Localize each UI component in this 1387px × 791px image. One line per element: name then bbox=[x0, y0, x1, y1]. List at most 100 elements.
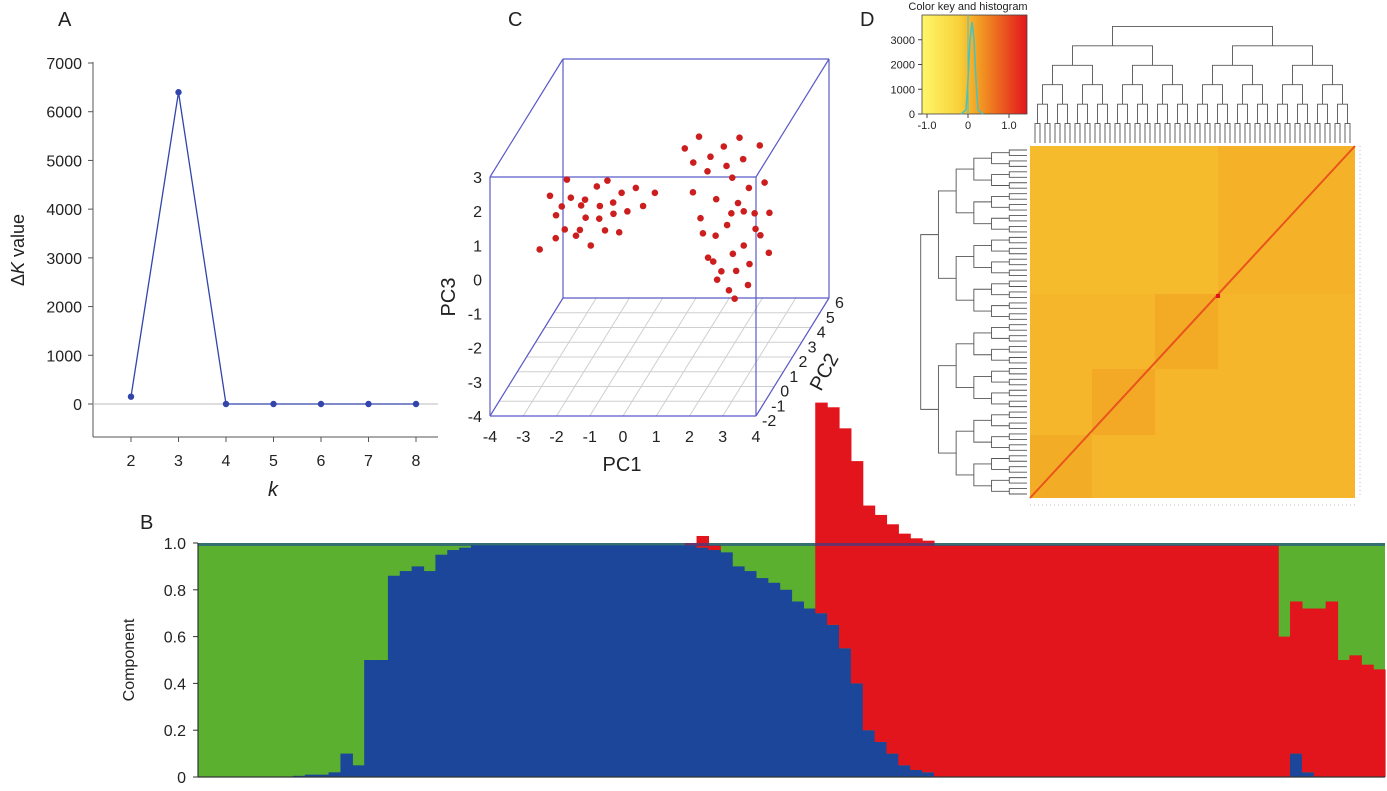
panel-a-x-label: k bbox=[268, 479, 279, 501]
bar-red bbox=[957, 545, 971, 777]
dendro-branch bbox=[1008, 367, 1027, 375]
dendro-branch bbox=[991, 239, 1010, 252]
bar-red bbox=[1005, 545, 1018, 777]
row-dendrogram bbox=[920, 149, 1027, 495]
bar-red bbox=[1183, 545, 1196, 777]
data-point bbox=[723, 162, 730, 170]
x-tick-label: 4 bbox=[222, 453, 231, 470]
data-point bbox=[713, 276, 721, 283]
data-point bbox=[720, 143, 728, 150]
y-tick-label: 6000 bbox=[46, 105, 82, 122]
dendro-branch bbox=[1202, 84, 1223, 105]
dendro-branch bbox=[1157, 103, 1168, 124]
bar-red bbox=[993, 545, 1006, 777]
data-point bbox=[270, 400, 277, 408]
dendro-branch bbox=[1054, 123, 1061, 143]
bar-blue bbox=[471, 545, 484, 777]
bar-blue bbox=[827, 624, 840, 777]
data-point bbox=[728, 174, 736, 181]
dendro-branch bbox=[1224, 123, 1231, 143]
y-tick-label: -2 bbox=[468, 341, 482, 358]
cube-edge bbox=[489, 297, 564, 417]
heatmap-block-1 bbox=[1030, 146, 1218, 294]
dendro-branch bbox=[973, 157, 992, 181]
dendro-branch bbox=[1244, 123, 1251, 143]
bar-blue bbox=[411, 566, 425, 777]
dendro-branch bbox=[1124, 123, 1131, 143]
y-tick-label: -1 bbox=[468, 307, 482, 324]
bar-red bbox=[1100, 545, 1113, 777]
panel-b-label: B bbox=[140, 512, 153, 534]
dendro-branch bbox=[1008, 160, 1027, 167]
bar-red bbox=[1206, 545, 1220, 777]
dendro-branch bbox=[1037, 103, 1048, 124]
y-tick-label: 0.2 bbox=[164, 723, 186, 740]
dendro-branch bbox=[991, 479, 1010, 492]
panel-d-heatmap: D Color key and histogram 0100020003000 … bbox=[860, 1, 1361, 506]
bar-red bbox=[1230, 545, 1244, 777]
dendro-branch bbox=[1008, 422, 1027, 429]
data-point bbox=[752, 225, 759, 233]
data-point bbox=[610, 210, 617, 218]
data-point bbox=[582, 214, 589, 222]
z-tick-label: 2 bbox=[799, 354, 808, 371]
dendro-branch bbox=[1154, 123, 1161, 143]
dendro-branch bbox=[973, 332, 992, 356]
data-point bbox=[704, 254, 712, 261]
dendro-branch bbox=[1174, 123, 1181, 143]
data-point bbox=[412, 400, 420, 408]
data-point bbox=[765, 249, 773, 257]
dendro-branch bbox=[1008, 477, 1027, 484]
dendro-branch bbox=[955, 430, 974, 476]
bar-blue bbox=[316, 774, 330, 777]
dendro-branch bbox=[1214, 123, 1221, 143]
x-tick-label: 8 bbox=[412, 453, 421, 470]
dendro-branch bbox=[1074, 123, 1081, 143]
heatmap-diagonal bbox=[1029, 145, 1356, 499]
column-dendrogram bbox=[1034, 25, 1351, 143]
dendro-branch bbox=[1337, 103, 1348, 124]
dendro-branch bbox=[1304, 123, 1311, 143]
dendro-branch bbox=[1008, 258, 1027, 266]
data-point bbox=[766, 209, 773, 217]
dendro-branch bbox=[1008, 269, 1027, 277]
dendro-branch bbox=[1008, 225, 1027, 233]
data-point bbox=[695, 133, 703, 141]
y-tick-label: 3 bbox=[473, 170, 482, 187]
dendro-branch bbox=[1254, 123, 1261, 143]
bar-red bbox=[945, 545, 959, 777]
dendro-branch bbox=[1008, 171, 1027, 178]
dendro-branch bbox=[1132, 64, 1173, 85]
dendro-branch bbox=[1084, 123, 1091, 143]
y-tick-label: 1.0 bbox=[164, 536, 186, 553]
bar-red bbox=[815, 402, 828, 614]
data-point bbox=[757, 231, 764, 239]
y-tick-label: 2 bbox=[473, 204, 482, 221]
dendro-branch bbox=[1237, 103, 1248, 124]
panel-c-x-label: PC1 bbox=[603, 454, 642, 476]
x-tick-label: 5 bbox=[269, 453, 278, 470]
dendro-branch bbox=[1294, 123, 1301, 143]
dendro-branch bbox=[1008, 215, 1027, 222]
dendro-branch bbox=[1104, 123, 1111, 143]
dendro-branch bbox=[991, 195, 1010, 208]
y-tick-label: 0.4 bbox=[164, 676, 186, 693]
bar-red bbox=[969, 545, 983, 777]
dendro-branch bbox=[1044, 123, 1051, 143]
data-point bbox=[723, 221, 731, 229]
data-point bbox=[746, 260, 753, 268]
z-tick-label: -2 bbox=[762, 413, 776, 430]
panel-a-series-line bbox=[130, 92, 416, 405]
heatmap-hotspot bbox=[1216, 294, 1220, 298]
bar-red bbox=[1278, 636, 1291, 777]
bar-red bbox=[1242, 545, 1256, 777]
bar-red bbox=[696, 535, 710, 548]
data-point bbox=[572, 232, 580, 240]
bar-red bbox=[1064, 545, 1077, 777]
bar-blue bbox=[565, 545, 579, 777]
bar-blue bbox=[482, 545, 496, 777]
dendro-branch bbox=[1008, 149, 1027, 156]
data-point bbox=[732, 267, 740, 275]
